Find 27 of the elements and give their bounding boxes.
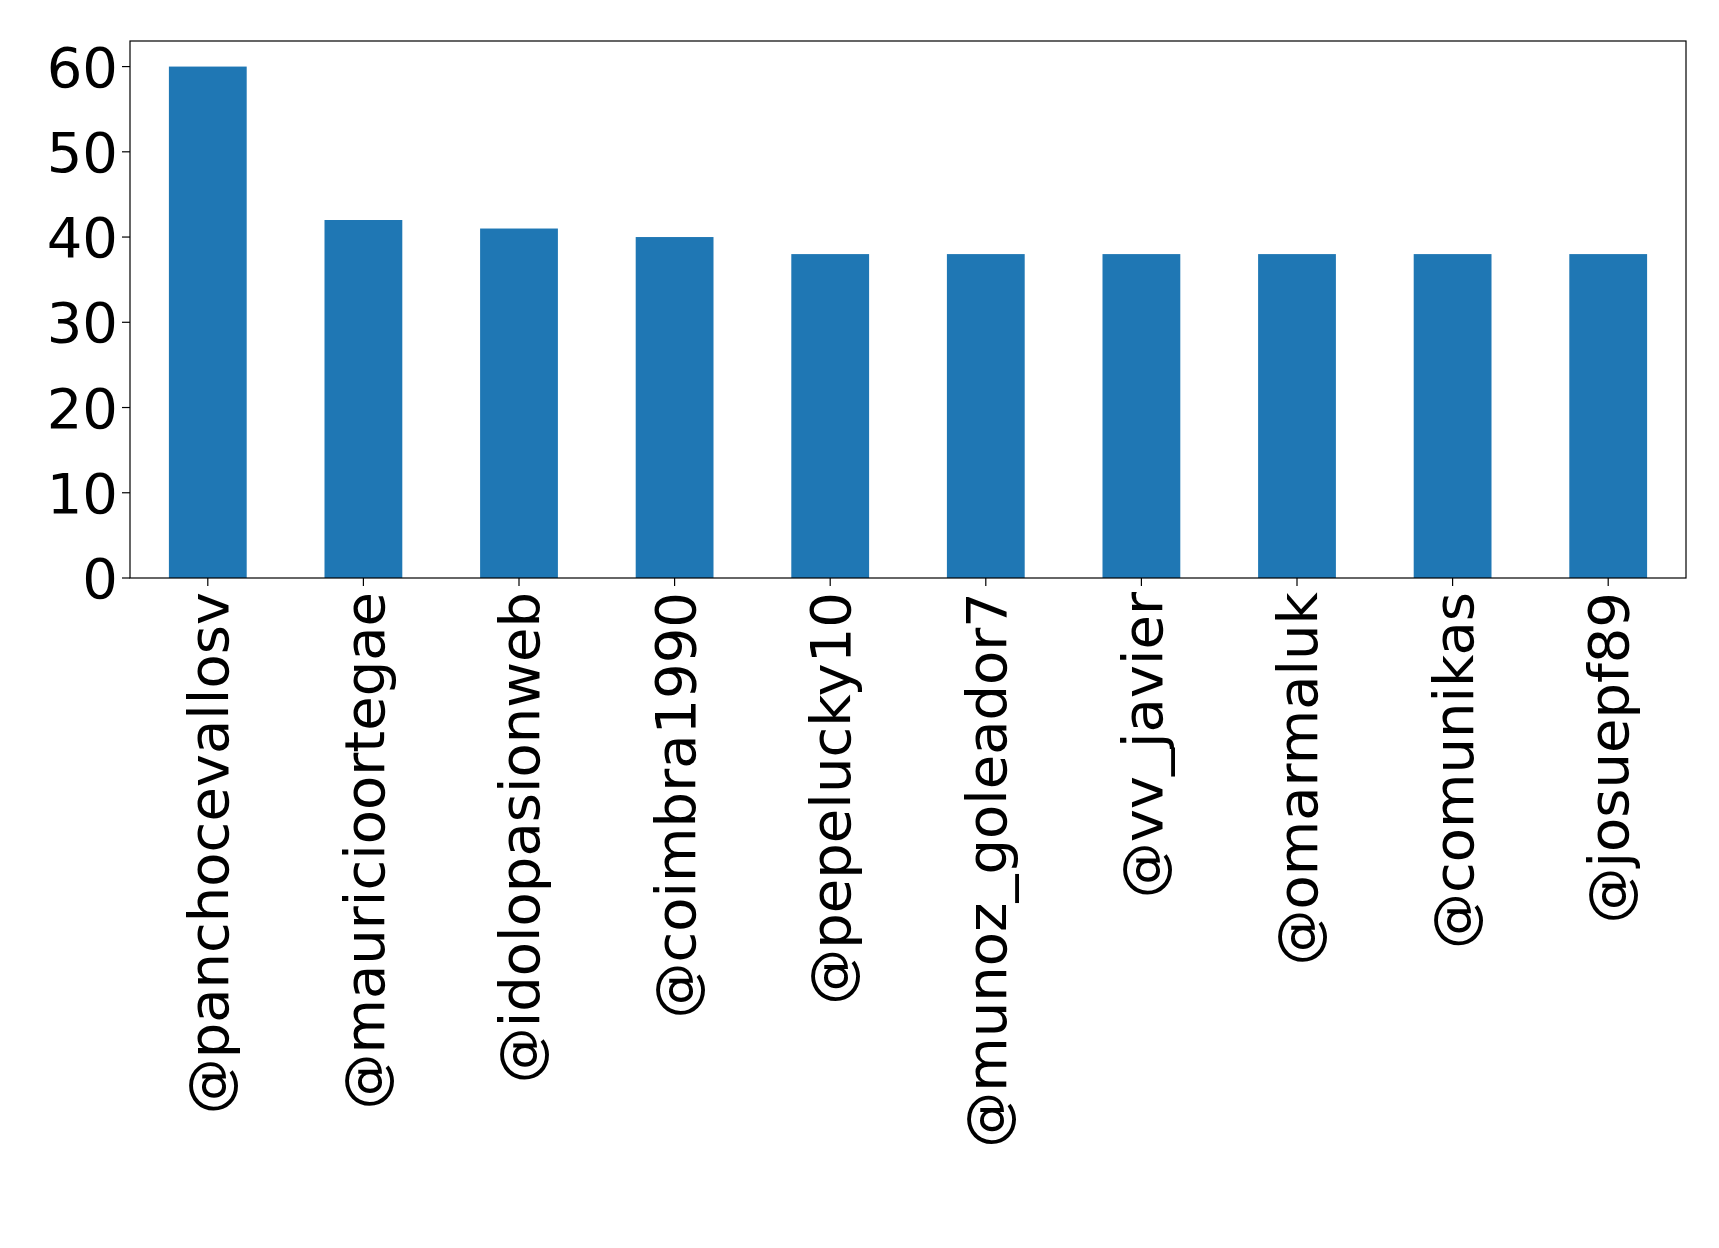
y-tick-label: 10 [46,460,118,526]
bar [324,220,403,578]
y-tick-label: 30 [46,290,118,356]
y-tick-label: 20 [46,375,118,441]
bar [480,228,558,578]
x-tick-label: @josuepf89 [1576,592,1642,924]
x-tick-label: @munoz_goleador7 [953,592,1019,1148]
y-tick-label: 60 [46,34,118,100]
bar [1102,254,1181,578]
x-tick-label: @mauricioortegae [331,592,397,1110]
y-tick-label: 50 [46,119,118,185]
x-tick-label: @vv_javier [1109,591,1175,899]
y-tick-label: 40 [46,205,118,271]
x-tick-label: @panchocevallosv [175,592,241,1115]
x-tick-label: @omarmaluk [1265,591,1331,966]
bar [791,254,870,578]
bar [1258,254,1336,578]
bar [1413,254,1492,578]
y-tick-label: 0 [82,546,118,612]
bar [168,66,247,578]
x-tick-label: @pepelucky10 [798,592,864,1005]
bar [946,254,1025,578]
x-tick-label: @idolopasionweb [487,592,553,1084]
bar [635,237,714,578]
x-tick-label: @coimbra1990 [642,592,708,1019]
x-tick-label: @comunikas [1420,592,1486,950]
bar [1569,254,1648,578]
